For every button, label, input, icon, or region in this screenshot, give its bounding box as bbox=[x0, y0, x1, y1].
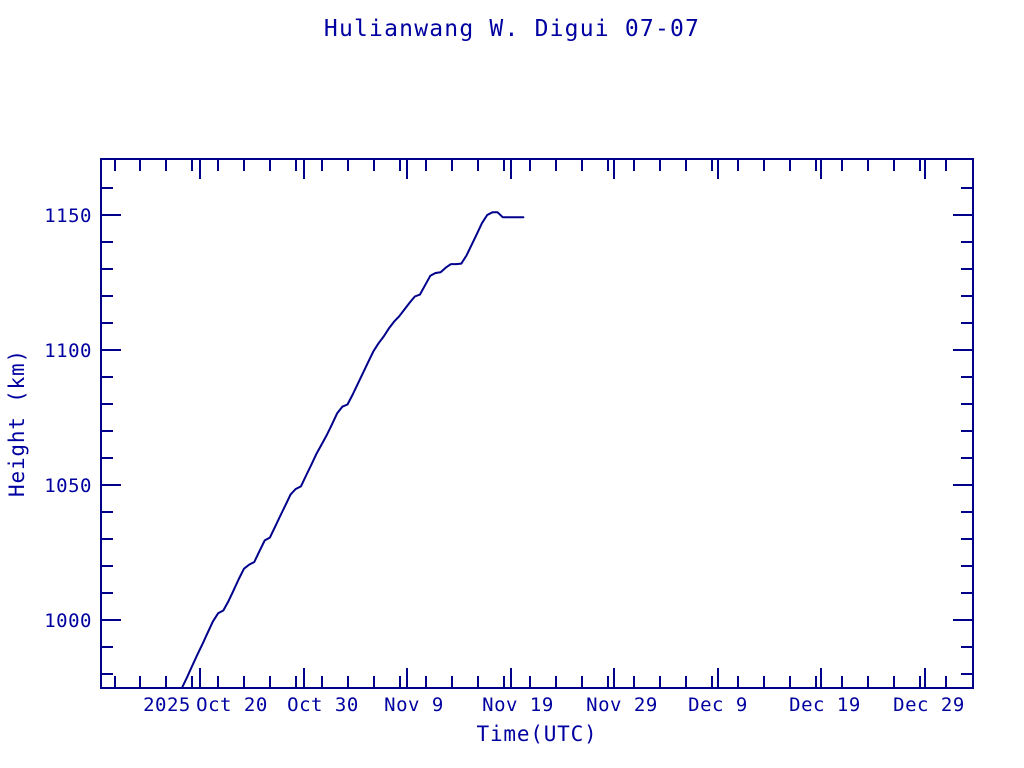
x-tick-label-oct-20: Oct 20 bbox=[196, 694, 268, 716]
y-tick-label-1000: 1000 bbox=[44, 610, 92, 632]
y-tick-label-1100: 1100 bbox=[44, 340, 92, 362]
y-axis-ticks bbox=[101, 187, 973, 675]
x-tick-label-dec-29: Dec 29 bbox=[893, 694, 965, 716]
x-tick-label-dec-9: Dec 9 bbox=[688, 694, 748, 716]
x-tick-label-dec-19: Dec 19 bbox=[789, 694, 861, 716]
x-tick-label-2025: 2025 bbox=[143, 694, 191, 716]
y-axis-title: Height (km) bbox=[5, 349, 29, 497]
x-axis-title: Time(UTC) bbox=[477, 722, 598, 746]
data-line-height bbox=[180, 211, 525, 689]
x-tick-label-nov-29: Nov 29 bbox=[586, 694, 658, 716]
x-tick-label-nov-19: Nov 19 bbox=[482, 694, 554, 716]
x-tick-label-oct-30: Oct 30 bbox=[287, 694, 359, 716]
y-tick-label-1150: 1150 bbox=[44, 205, 92, 227]
chart-title: Hulianwang W. Digui 07-07 bbox=[323, 16, 701, 42]
x-axis-ticks bbox=[114, 159, 947, 688]
y-tick-label-1050: 1050 bbox=[44, 475, 92, 497]
x-tick-label-nov-9: Nov 9 bbox=[384, 694, 444, 716]
plot-frame bbox=[100, 158, 974, 689]
